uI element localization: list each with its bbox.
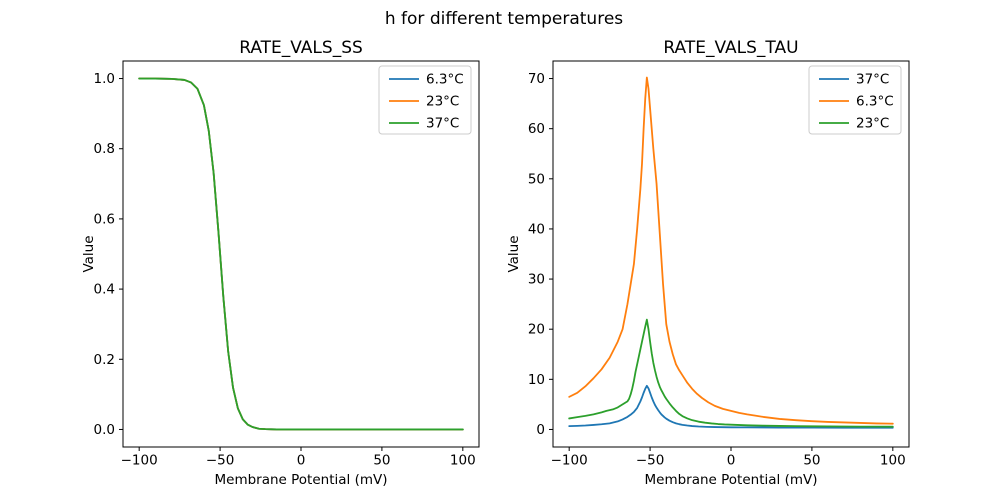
legend-label: 37°C xyxy=(426,116,459,132)
y-tick-label: 10 xyxy=(528,372,545,388)
series-line xyxy=(138,77,464,431)
y-tick-label: 60 xyxy=(528,121,545,137)
y-tick-label: 0.2 xyxy=(94,352,115,368)
subplot-title-ss: RATE_VALS_SS xyxy=(239,38,363,58)
x-tick-label: −100 xyxy=(551,453,588,469)
series-line xyxy=(568,318,894,428)
y-tick-label: 0.4 xyxy=(94,282,115,298)
y-tick-label: 30 xyxy=(528,272,545,288)
y-tick-label: 20 xyxy=(528,322,545,338)
x-axis-label-ss: Membrane Potential (mV) xyxy=(214,472,387,488)
y-axis-label-tau: Value xyxy=(506,235,522,272)
x-tick-label: 100 xyxy=(450,453,476,469)
figure-suptitle: h for different temperatures xyxy=(385,9,623,29)
y-tick-label: 0.6 xyxy=(94,211,115,227)
legend-label: 23°C xyxy=(426,94,459,110)
y-tick-label: 70 xyxy=(528,71,545,87)
y-tick-label: 50 xyxy=(528,171,545,187)
legend-label: 23°C xyxy=(856,116,889,132)
series-line xyxy=(568,76,894,425)
x-tick-label: 100 xyxy=(880,453,906,469)
y-tick-label: 40 xyxy=(528,221,545,237)
y-tick-label: 0.8 xyxy=(94,141,115,157)
y-axis-label-ss: Value xyxy=(81,235,97,272)
legend-label: 6.3°C xyxy=(856,94,894,110)
x-tick-label: 50 xyxy=(803,453,820,469)
legend-box xyxy=(378,65,472,135)
x-axis-label-tau: Membrane Potential (mV) xyxy=(644,472,817,488)
subplot-tau: −100 −50 0 50 100 0 10 20 30 40 50 60 70 37°C 6.3°C 23°… xyxy=(528,60,910,469)
x-tick-label: 0 xyxy=(727,453,736,469)
legend-box xyxy=(808,65,902,135)
legend-label: 6.3°C xyxy=(426,72,464,88)
subplot-ss: −100 −50 0 50 100 0.0 0.2 0.4 0.6 0.8 1.0 6.3°C 23°C… xyxy=(94,60,480,469)
y-tick-label: 0 xyxy=(536,422,545,438)
x-tick-label: −50 xyxy=(206,453,235,469)
x-tick-label: −100 xyxy=(121,453,158,469)
subplot-title-tau: RATE_VALS_TAU xyxy=(663,38,798,58)
y-tick-label: 1.0 xyxy=(94,71,115,87)
series-line xyxy=(568,384,894,429)
x-tick-label: −50 xyxy=(636,453,665,469)
y-tick-label: 0.0 xyxy=(94,422,115,438)
legend-label: 37°C xyxy=(856,72,889,88)
x-tick-label: 0 xyxy=(297,453,306,469)
x-tick-label: 50 xyxy=(373,453,390,469)
